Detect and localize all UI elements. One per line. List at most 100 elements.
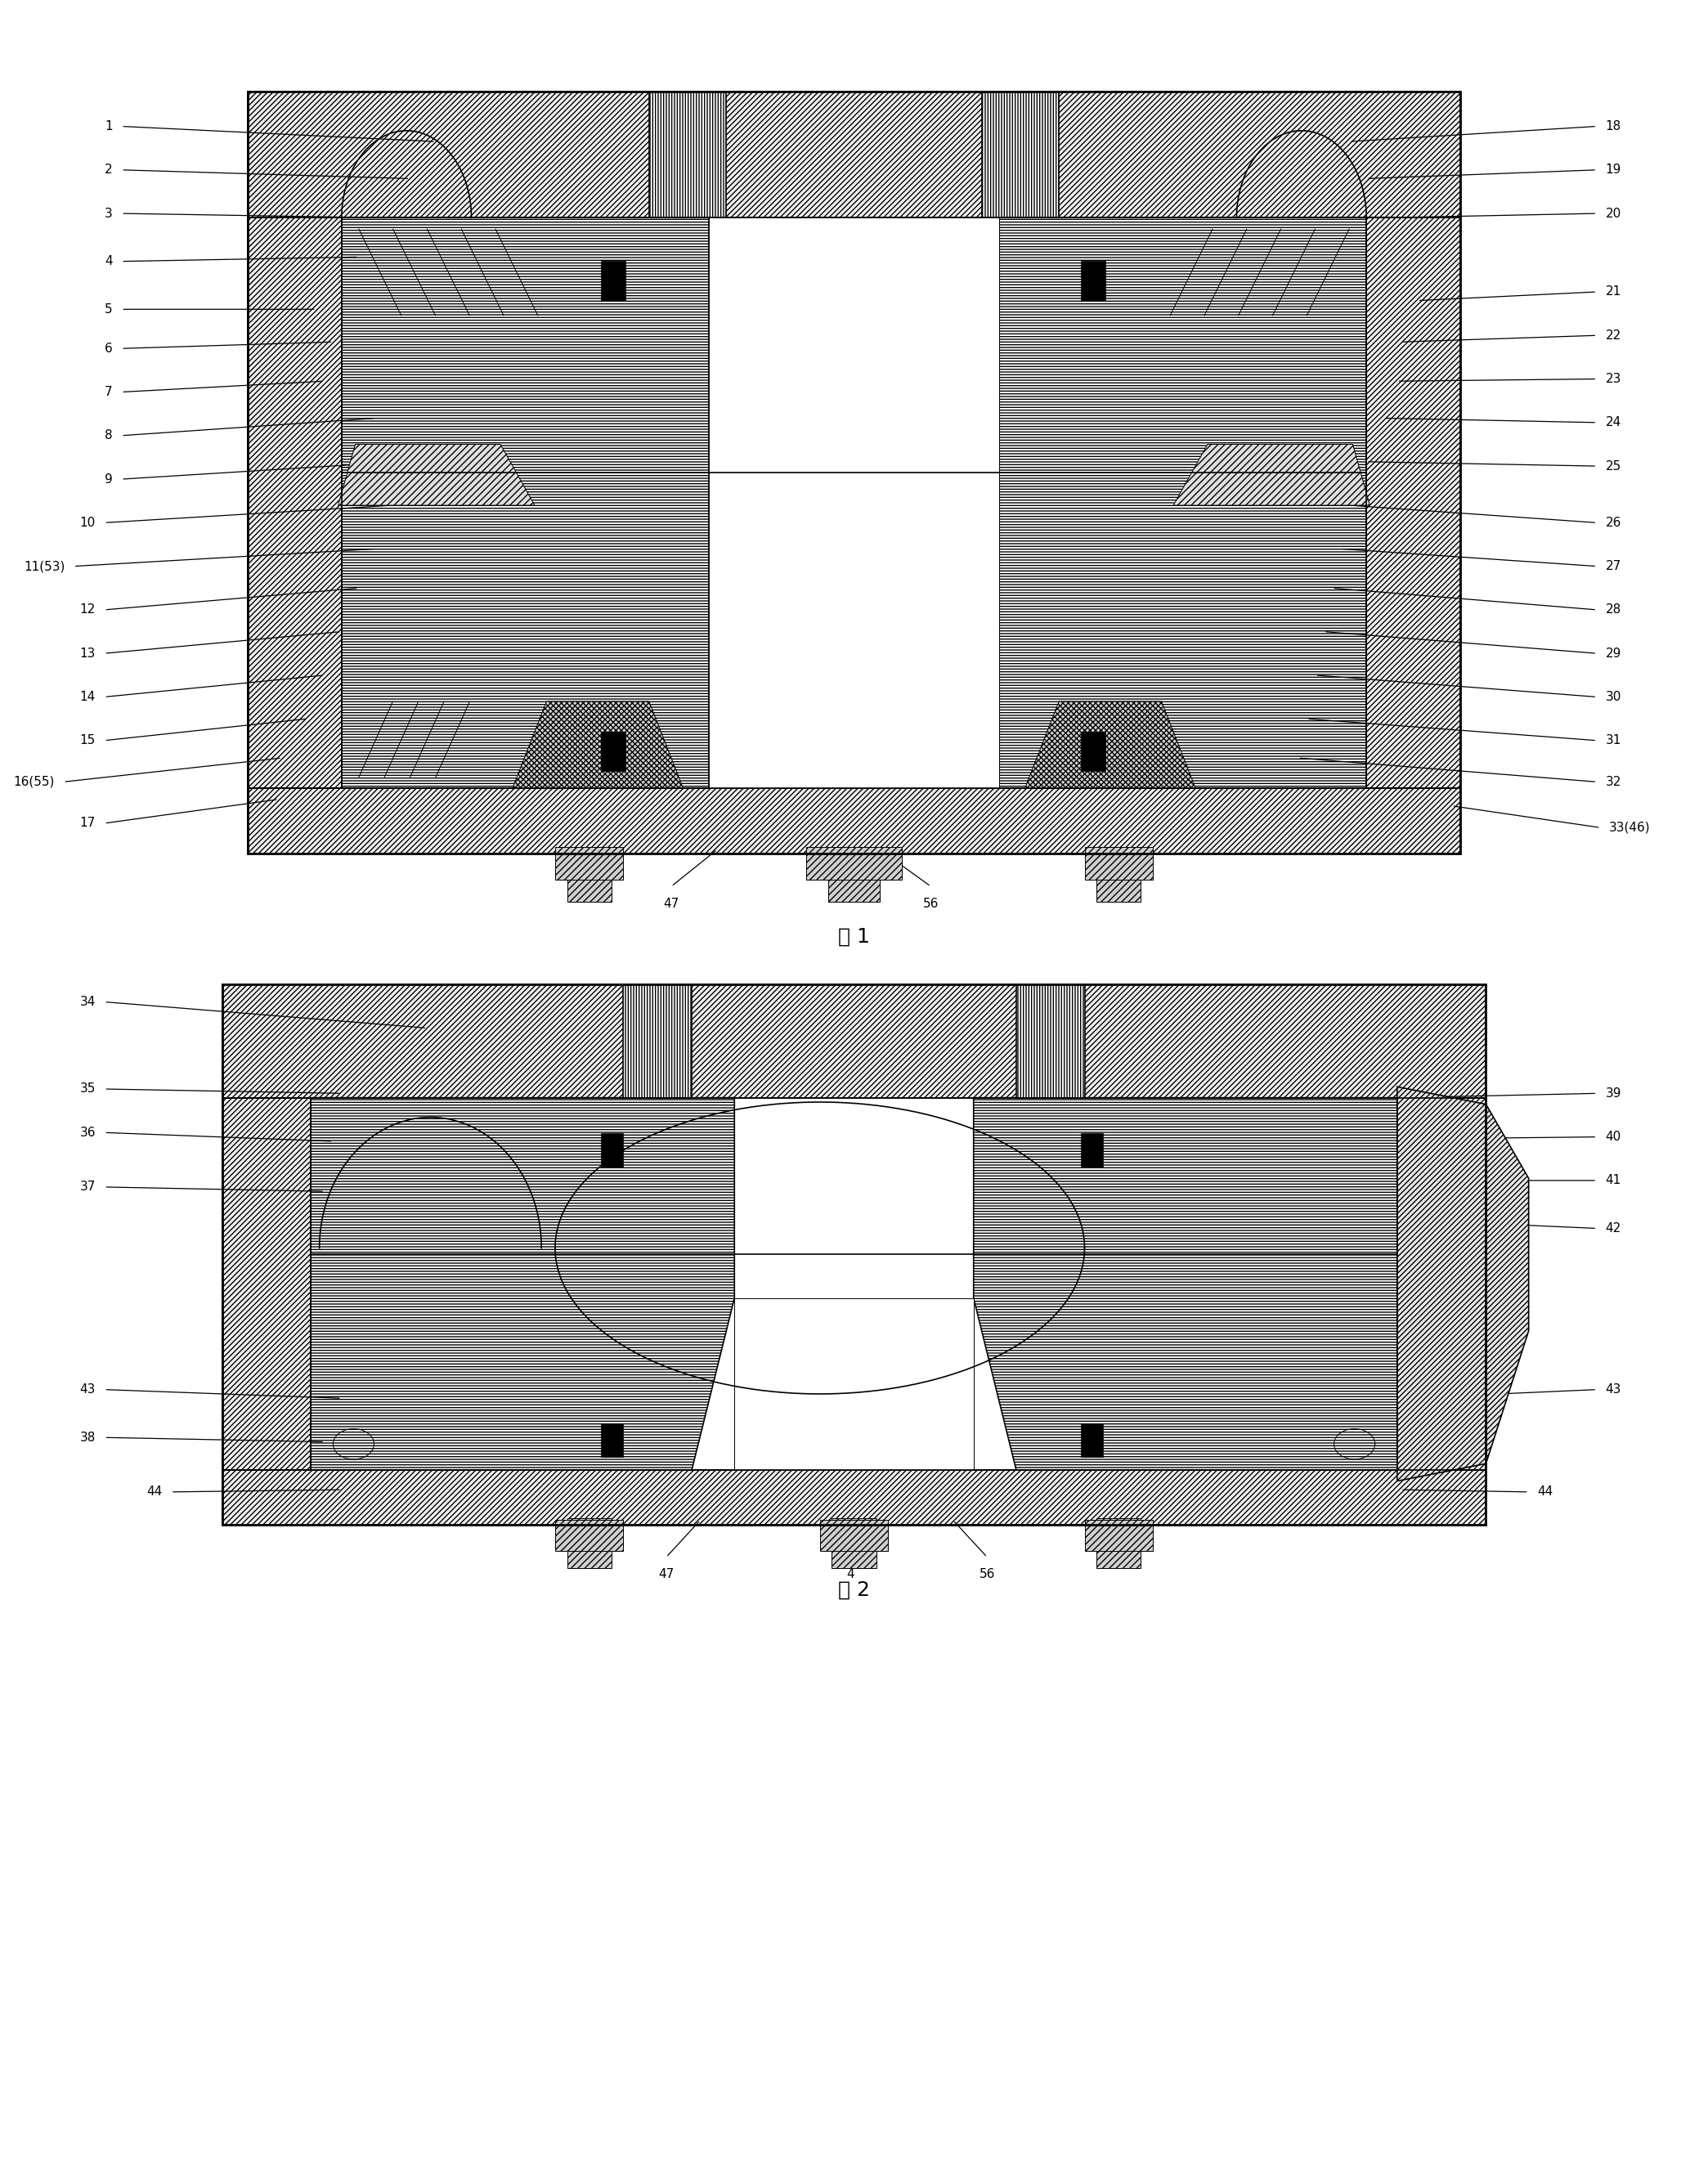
- Text: 15: 15: [80, 734, 96, 747]
- Text: 41: 41: [1606, 1174, 1621, 1187]
- Text: 4: 4: [847, 1568, 854, 1581]
- Text: 36: 36: [80, 1126, 96, 1139]
- Polygon shape: [999, 218, 1366, 788]
- Bar: [832, 1518, 876, 1568]
- Text: 32: 32: [1606, 775, 1621, 788]
- Bar: [555, 1520, 623, 1551]
- Bar: [1016, 984, 1085, 1098]
- Bar: [601, 261, 625, 301]
- Polygon shape: [311, 1098, 734, 1470]
- Bar: [709, 218, 999, 788]
- Text: 56: 56: [922, 897, 939, 910]
- Polygon shape: [1397, 1087, 1529, 1481]
- Bar: [1081, 1422, 1103, 1457]
- Bar: [806, 847, 902, 880]
- Bar: [248, 91, 1460, 218]
- Bar: [623, 984, 692, 1098]
- Bar: [649, 91, 726, 218]
- Bar: [601, 1133, 623, 1167]
- Bar: [567, 847, 611, 902]
- Text: 35: 35: [80, 1082, 96, 1096]
- Bar: [342, 218, 1366, 322]
- Polygon shape: [338, 444, 535, 505]
- Text: 2: 2: [104, 163, 113, 176]
- Bar: [601, 1422, 623, 1457]
- Bar: [222, 984, 1486, 1525]
- Bar: [1397, 1098, 1486, 1470]
- Bar: [248, 788, 1460, 854]
- Text: 44: 44: [147, 1485, 162, 1498]
- Bar: [982, 91, 1059, 218]
- Text: 7: 7: [104, 386, 113, 399]
- Text: 5: 5: [104, 303, 113, 316]
- Bar: [1081, 261, 1105, 301]
- Text: 30: 30: [1606, 690, 1621, 703]
- Text: 47: 47: [663, 897, 680, 910]
- Text: 12: 12: [80, 603, 96, 616]
- Text: 14: 14: [80, 690, 96, 703]
- Text: 图 1: 图 1: [839, 926, 869, 947]
- Polygon shape: [1173, 444, 1370, 505]
- Bar: [1366, 218, 1460, 788]
- Bar: [248, 91, 1460, 854]
- Bar: [555, 847, 623, 880]
- Text: 27: 27: [1606, 560, 1621, 573]
- Text: 43: 43: [80, 1383, 96, 1396]
- Text: 33(46): 33(46): [1609, 821, 1650, 834]
- Polygon shape: [342, 218, 709, 788]
- Text: 56: 56: [979, 1568, 996, 1581]
- Bar: [601, 732, 625, 771]
- Text: 19: 19: [1606, 163, 1621, 176]
- Text: 39: 39: [1606, 1087, 1621, 1100]
- Text: 11(53): 11(53): [24, 560, 65, 573]
- Text: 31: 31: [1606, 734, 1621, 747]
- Polygon shape: [974, 1098, 1397, 1470]
- Bar: [1081, 732, 1105, 771]
- Text: 37: 37: [80, 1180, 96, 1194]
- Text: 13: 13: [80, 647, 96, 660]
- Text: 25: 25: [1606, 460, 1621, 473]
- Text: 43: 43: [1606, 1383, 1621, 1396]
- Bar: [222, 984, 1486, 1098]
- Bar: [1081, 1133, 1103, 1167]
- Text: 21: 21: [1606, 285, 1621, 298]
- Text: 3: 3: [104, 207, 113, 220]
- Text: 42: 42: [1606, 1222, 1621, 1235]
- Text: 44: 44: [1537, 1485, 1553, 1498]
- Text: 1: 1: [104, 120, 113, 133]
- Text: 17: 17: [80, 817, 96, 830]
- Text: 16(55): 16(55): [14, 775, 55, 788]
- Text: 6: 6: [104, 342, 113, 355]
- Text: 24: 24: [1606, 416, 1621, 429]
- Text: 34: 34: [80, 995, 96, 1008]
- Text: 18: 18: [1606, 120, 1621, 133]
- Bar: [709, 218, 999, 788]
- Text: 4: 4: [104, 255, 113, 268]
- Text: 图 2: 图 2: [839, 1579, 869, 1601]
- Text: 26: 26: [1606, 516, 1621, 529]
- Text: 9: 9: [104, 473, 113, 486]
- Bar: [1097, 1518, 1141, 1568]
- Text: 40: 40: [1606, 1130, 1621, 1143]
- Bar: [828, 847, 880, 902]
- Text: 10: 10: [80, 516, 96, 529]
- Polygon shape: [512, 701, 683, 788]
- Bar: [734, 1298, 974, 1470]
- Bar: [820, 1520, 888, 1551]
- Text: 29: 29: [1606, 647, 1621, 660]
- Text: 20: 20: [1606, 207, 1621, 220]
- Text: 28: 28: [1606, 603, 1621, 616]
- Bar: [567, 1518, 611, 1568]
- Bar: [222, 1098, 311, 1470]
- Bar: [1097, 847, 1141, 902]
- Text: 38: 38: [80, 1431, 96, 1444]
- Bar: [1085, 1520, 1153, 1551]
- Text: 22: 22: [1606, 329, 1621, 342]
- Bar: [248, 218, 342, 788]
- Text: 8: 8: [104, 429, 113, 442]
- Bar: [1085, 847, 1153, 880]
- Text: 23: 23: [1606, 372, 1621, 386]
- Bar: [222, 1470, 1486, 1525]
- Text: 47: 47: [658, 1568, 675, 1581]
- Polygon shape: [1025, 701, 1196, 788]
